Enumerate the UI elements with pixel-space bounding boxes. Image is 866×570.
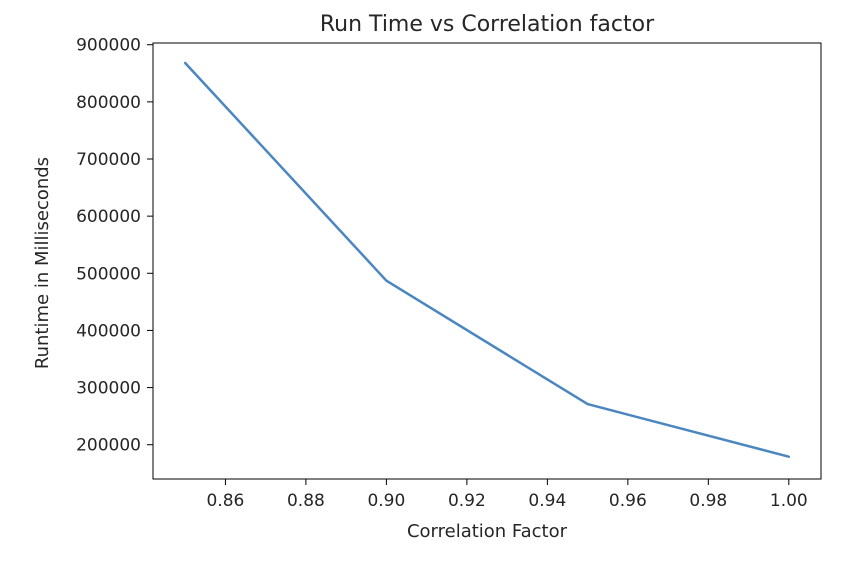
- x-tick-label: 0.96: [609, 491, 647, 511]
- x-tick-label: 0.88: [287, 491, 325, 511]
- x-axis-ticks: 0.86 0.88 0.90 0.92 0.94 0.96 0.98 1.00: [207, 479, 808, 511]
- y-tick-label: 800000: [76, 93, 141, 113]
- y-tick-label: 200000: [76, 436, 141, 456]
- x-tick-label: 0.94: [528, 491, 566, 511]
- y-axis-label-group: Runtime in Milliseconds: [32, 157, 53, 369]
- chart-title: Run Time vs Correlation factor: [320, 12, 655, 37]
- y-axis-label: Runtime in Milliseconds: [32, 157, 53, 369]
- x-axis-label: Correlation Factor: [407, 521, 568, 542]
- x-tick-label: 0.90: [367, 491, 405, 511]
- x-tick-label: 0.98: [689, 491, 727, 511]
- y-tick-label: 900000: [76, 36, 141, 56]
- y-tick-label: 500000: [76, 264, 141, 284]
- y-tick-label: 600000: [76, 207, 141, 227]
- y-tick-label: 700000: [76, 150, 141, 170]
- y-tick-label: 300000: [76, 379, 141, 399]
- y-axis-ticks: 200000 300000 400000 500000 600000 700000 8000…: [76, 36, 153, 456]
- series-line: [183, 61, 791, 458]
- series-layer: [183, 61, 791, 458]
- x-tick-label: 0.86: [207, 491, 245, 511]
- x-tick-label: 1.00: [770, 491, 808, 511]
- plot-area-frame: [152, 42, 822, 480]
- y-tick-label: 400000: [76, 321, 141, 341]
- x-tick-label: 0.92: [448, 491, 486, 511]
